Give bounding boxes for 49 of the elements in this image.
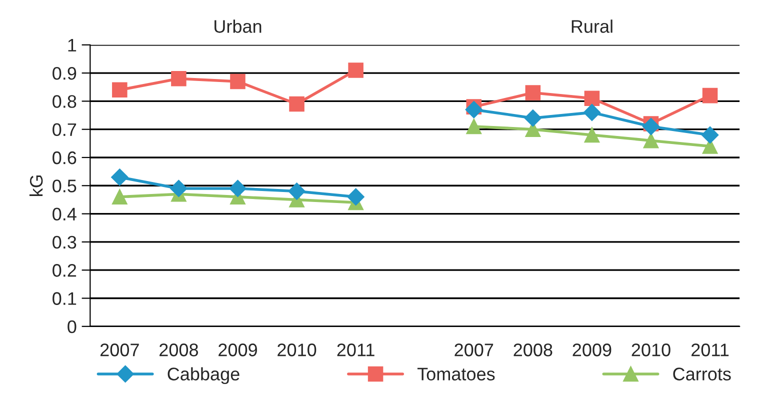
point: [701, 126, 719, 144]
x-tick-label: 2010: [632, 344, 670, 356]
legend-label: Carrots: [673, 368, 731, 380]
x-tick-label: 2010: [278, 344, 316, 356]
point: [112, 82, 128, 98]
y-tick-label: 0.9: [52, 66, 76, 80]
x-tick-label: 2011: [337, 344, 374, 356]
point: [170, 180, 188, 198]
x-tick-label: 2009: [218, 344, 257, 356]
y-tick-label: 0.5: [52, 180, 76, 192]
y-tick-label: 0.6: [52, 151, 76, 164]
x-tick-label: 2008: [160, 344, 198, 356]
x-tick-label: 2007: [100, 344, 139, 356]
point: [465, 101, 482, 118]
y-tick-label: 0.4: [52, 208, 76, 221]
point: [584, 90, 600, 106]
y-tick-label: 0: [68, 320, 76, 334]
x-tick-label: 2007: [454, 344, 494, 356]
y-tick-label: 0.1: [52, 292, 76, 305]
text: Urban: [214, 20, 262, 33]
y-tick-label: 0.2: [52, 264, 76, 277]
point: [642, 118, 660, 136]
x-tick-label: 2011: [692, 344, 729, 356]
text: Rural: [572, 20, 612, 33]
y-tick-label: 0.8: [52, 95, 76, 108]
point: [583, 104, 601, 121]
point: [348, 62, 364, 78]
point: [347, 188, 364, 206]
x-tick-label: 2008: [514, 344, 552, 356]
x-tick-label: 2009: [572, 344, 612, 356]
point: [229, 180, 246, 198]
y-axis-title: kG: [29, 175, 43, 196]
legend-label: Tomatoes: [417, 368, 495, 380]
point: [702, 88, 718, 104]
point: [524, 110, 542, 127]
point: [112, 189, 128, 205]
point: [288, 182, 306, 200]
y-tick-label: 0.3: [52, 236, 76, 249]
point: [111, 168, 128, 186]
point: [643, 132, 659, 148]
point: [171, 71, 186, 86]
legend-label: Cabbage: [168, 367, 240, 384]
point: [466, 118, 482, 134]
point: [584, 127, 600, 143]
point: [230, 74, 246, 90]
point: [525, 85, 541, 100]
y-tick-label: 0.7: [52, 123, 76, 136]
point: [289, 96, 304, 112]
y-tick-label: 1: [68, 39, 76, 52]
